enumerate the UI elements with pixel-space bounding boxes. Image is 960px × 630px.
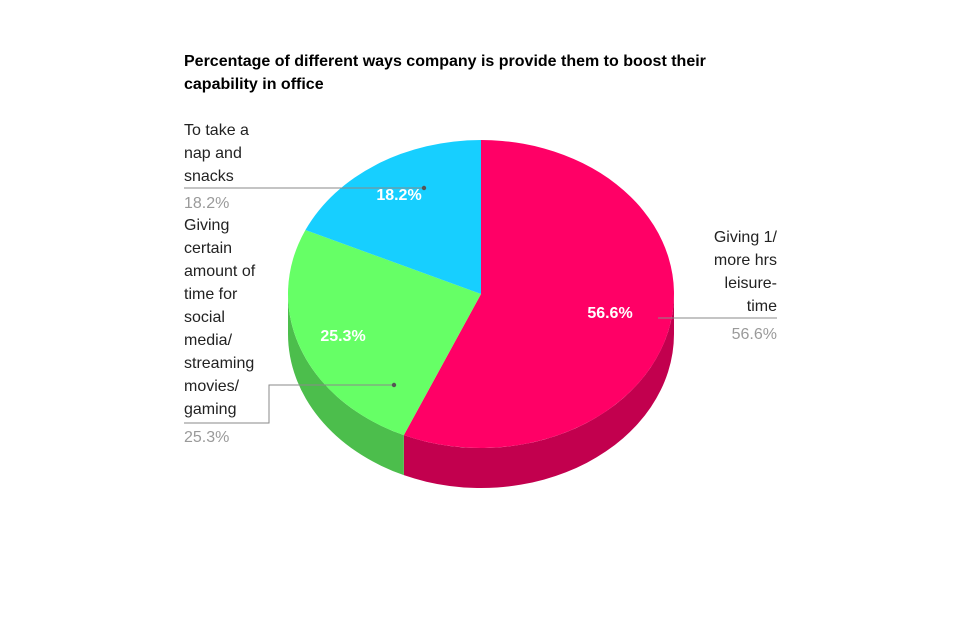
pie-slice[interactable] (305, 140, 481, 294)
callout-line (184, 384, 394, 424)
callout-percent: 56.6% (732, 326, 777, 343)
callout-labels: Giving 1/more hrs leisure-time 56.6% 56.6% G… (184, 122, 778, 446)
chart-title-line: capability in office (184, 76, 324, 93)
slice-data-label: 18.2% (376, 187, 421, 204)
pie-slice[interactable] (288, 230, 481, 436)
callout-label: Giving 1/more hrs leisure-time (714, 229, 778, 315)
callout-percent: 18.2% (184, 195, 229, 212)
pie-side-56.6pct (403, 294, 674, 489)
callout-lines (184, 185, 777, 424)
callout-percent: 25.3% (184, 429, 229, 446)
slice-data-label: 56.6% (587, 305, 632, 322)
chart-title-line: Percentage of different ways company is … (184, 53, 706, 70)
pie-sides (288, 294, 674, 489)
callout-label: To take a nap and snacks (184, 122, 249, 185)
pie-side-25.3pct (288, 294, 404, 476)
chart-title: Percentage of different ways company is … (184, 53, 706, 93)
callout-dot (391, 382, 397, 388)
pie-slices (288, 140, 675, 448)
callout-dot (421, 185, 427, 191)
pie-slice[interactable] (403, 140, 675, 448)
callout-label: Giving certain amount of time for social medi… (184, 217, 256, 418)
slice-data-label: 25.3% (320, 328, 365, 345)
